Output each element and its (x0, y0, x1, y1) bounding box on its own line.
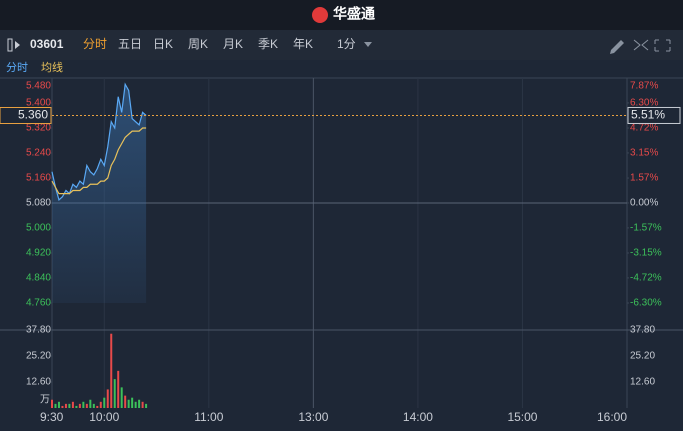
y2-tick-label: -4.72% (630, 273, 662, 284)
y-tick-label: 5.160 (26, 173, 51, 184)
header-bar (0, 0, 683, 30)
y-tick-label: 5.480 (26, 81, 51, 92)
logo (312, 7, 328, 23)
y2-tick-label: 6.30% (630, 98, 658, 109)
tabs: 分时 五日 日K 周K 月K 季K 年K (83, 37, 313, 51)
y2-tick-label: 4.72% (630, 123, 658, 134)
average-line (51, 127, 147, 195)
collapse-icon[interactable] (7, 38, 13, 52)
x-tick-label: 11:00 (194, 410, 223, 424)
y2-tick-label: 0.00% (630, 198, 658, 209)
volume-bar (78, 403, 81, 408)
volume-bar (127, 399, 130, 408)
y-tick-label: 4.920 (26, 248, 51, 259)
volume-unit: 万 (40, 395, 50, 406)
tab[interactable]: 分时 (83, 37, 107, 51)
volume-bar (54, 403, 57, 408)
volume-bar (124, 395, 127, 408)
y-tick-label: 5.000 (26, 223, 51, 234)
x-tick-label: 13:00 (298, 410, 328, 424)
volume-bar (57, 401, 60, 408)
y2-tick-label: -6.30% (630, 298, 662, 309)
y-tick-label: 4.760 (26, 298, 51, 309)
volume-tick-label: 25.20 (26, 351, 51, 362)
volume-bar (71, 401, 74, 408)
legend-entry: 均线 (41, 60, 63, 74)
volume-tick-label: 37.80 (26, 325, 51, 336)
interval[interactable]: 1分 (337, 37, 356, 51)
x-tick-label: 15:00 (507, 410, 537, 424)
volume-bar (120, 387, 123, 408)
dropdown-arrow[interactable] (364, 42, 372, 47)
volume-bar (113, 379, 116, 408)
price-area (52, 84, 147, 303)
volume-bar (131, 397, 134, 408)
x-tick-label: 14:00 (403, 410, 433, 424)
volume-bar (106, 389, 109, 408)
volume-tick-label: 37.80 (630, 325, 655, 336)
volume-bar (141, 401, 144, 408)
volume-bar (51, 399, 53, 408)
y2-tick-label: -3.15% (630, 248, 662, 259)
app-title: 华盛通 (333, 6, 375, 22)
volume-bar (92, 403, 95, 408)
volume-bar (99, 401, 102, 408)
y-tick-label: 5.080 (26, 198, 51, 209)
volume-bar (117, 370, 120, 408)
volume-bar (75, 405, 78, 408)
volume-bar (145, 403, 148, 408)
tab[interactable]: 周K (188, 37, 208, 51)
tab[interactable]: 月K (223, 37, 243, 51)
last-change-label: 5.51% (631, 108, 665, 122)
price-line (51, 82, 147, 201)
volume-bar (138, 399, 141, 408)
draw-icon[interactable] (610, 40, 624, 54)
y2-tick-label: 1.57% (630, 173, 658, 184)
tab[interactable]: 年K (293, 37, 313, 51)
volume-tick-label: 12.60 (26, 377, 51, 388)
volume-bar (82, 401, 85, 408)
x-tick-label: 10:00 (89, 410, 119, 424)
volume-bar (64, 403, 67, 408)
y-tick-label: 4.840 (26, 273, 51, 284)
fullscreen-icon[interactable] (654, 39, 671, 52)
tab[interactable]: 五日 (118, 37, 142, 51)
toolbar (0, 30, 683, 60)
y-tick-label: 5.400 (26, 98, 51, 109)
tab[interactable]: 季K (258, 37, 278, 51)
x-tick-label: 16:00 (597, 410, 627, 424)
volume-bar (110, 333, 113, 408)
volume-bar (96, 405, 99, 408)
last-price-box (0, 107, 52, 124)
legend-entry: 分时 (6, 61, 28, 74)
volume-tick-label: 25.20 (630, 351, 655, 362)
last-price-label: 5.360 (18, 108, 48, 122)
y2-tick-label: 3.15% (630, 148, 658, 159)
stock-code: 03601 (30, 37, 64, 51)
tab[interactable]: 日K (153, 37, 173, 51)
y2-tick-label: 7.87% (630, 81, 658, 92)
y-tick-label: 5.320 (26, 123, 51, 134)
volume-bar (68, 403, 71, 408)
volume-bar (85, 403, 88, 408)
y2-tick-label: -1.57% (630, 223, 662, 234)
volume-bar (61, 405, 64, 408)
collapse-arrow[interactable] (15, 41, 20, 49)
x-tick-label: 9:30 (40, 410, 64, 424)
y-tick-label: 5.240 (26, 148, 51, 159)
compare-icon[interactable] (633, 39, 649, 51)
volume-tick-label: 12.60 (630, 377, 655, 388)
volume-bar (134, 401, 137, 408)
volume-bar (89, 399, 92, 408)
last-change-box (627, 106, 681, 124)
volume-bar (103, 397, 106, 408)
